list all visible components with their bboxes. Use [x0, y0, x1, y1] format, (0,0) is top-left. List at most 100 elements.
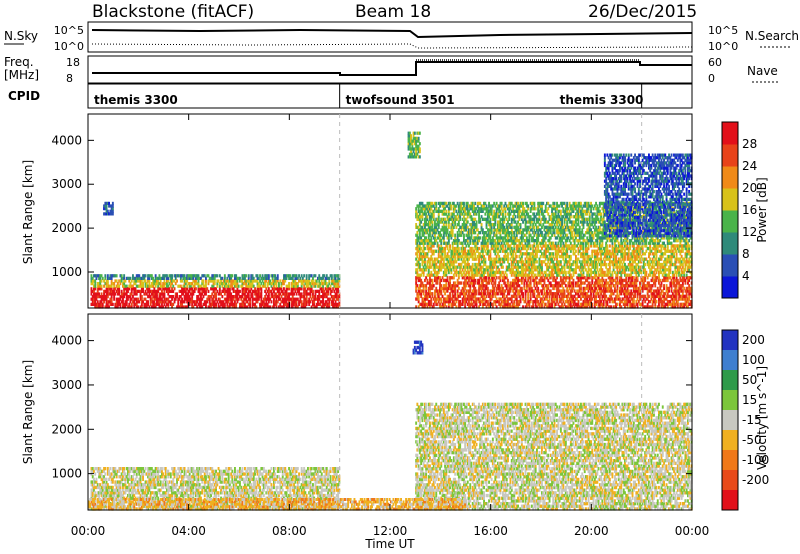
heatmap-cell — [444, 300, 446, 304]
heatmap-cell — [494, 257, 497, 261]
heatmap-cell — [502, 223, 504, 227]
heatmap-cell — [481, 278, 484, 283]
heatmap-cell — [337, 279, 340, 283]
heatmap-cell — [556, 249, 558, 253]
heatmap-cell — [259, 279, 261, 283]
heatmap-cell — [505, 257, 508, 261]
heatmap-cell — [481, 209, 484, 213]
heatmap-cell — [105, 302, 108, 306]
heatmap-cell — [483, 284, 485, 288]
heatmap-cell — [148, 287, 151, 291]
heatmap-cell — [417, 246, 420, 251]
heatmap-cell — [470, 249, 473, 253]
heatmap-cell — [525, 286, 528, 291]
heatmap-cell — [183, 297, 186, 301]
heatmap-cell — [542, 284, 545, 288]
heatmap-cell — [517, 265, 519, 269]
heatmap-cell — [440, 209, 443, 213]
heatmap-cell — [489, 225, 492, 229]
heatmap-cell — [536, 300, 538, 304]
heatmap-cell — [451, 201, 454, 206]
heatmap-cell — [489, 228, 492, 232]
heatmap-cell — [410, 134, 412, 138]
heatmap-cell — [450, 252, 453, 256]
heatmap-cell — [98, 305, 100, 309]
heatmap-cell — [313, 297, 316, 301]
heatmap-cell — [441, 228, 444, 232]
heatmap-cell — [299, 276, 302, 280]
heatmap-cell — [422, 305, 425, 309]
heatmap-cell — [212, 274, 215, 278]
heatmap-cell — [153, 292, 156, 296]
heatmap-cell — [459, 212, 462, 216]
heatmap-cell — [202, 295, 205, 299]
heatmap-cell — [257, 297, 260, 301]
heatmap-cell — [468, 294, 470, 298]
heatmap-cell — [130, 289, 133, 293]
heatmap-cell — [528, 220, 531, 224]
freq-trace — [92, 61, 692, 76]
heatmap-cell — [502, 260, 504, 264]
heatmap-cell — [122, 276, 124, 280]
heatmap-cell — [499, 220, 502, 224]
heatmap-cell — [449, 244, 451, 248]
heatmap-cell — [522, 305, 524, 309]
heatmap-cell — [412, 147, 415, 151]
heatmap-cell — [470, 281, 473, 285]
heatmap-cell — [468, 270, 470, 275]
heatmap-cell — [236, 282, 239, 286]
heatmap-cell — [546, 231, 548, 235]
heatmap-cell — [246, 300, 249, 304]
heatmap-cell — [267, 289, 270, 293]
heatmap-cell — [538, 305, 541, 309]
heatmap-cell — [502, 215, 504, 219]
heatmap-cell — [484, 231, 487, 235]
heatmap-cell — [460, 262, 463, 267]
heatmap-cell — [533, 215, 536, 219]
heatmap-cell — [213, 279, 216, 283]
heatmap-cell — [461, 201, 464, 206]
heatmap-cell — [421, 284, 424, 288]
heatmap-cell — [178, 289, 181, 293]
heatmap-cell — [283, 287, 285, 291]
heatmap-cell — [557, 217, 560, 221]
heatmap-cell — [510, 220, 513, 224]
heatmap-cell — [451, 297, 454, 301]
heatmap-cell — [183, 284, 186, 288]
heatmap-cell — [108, 305, 110, 309]
heatmap-cell — [452, 254, 455, 259]
heatmap-cell — [416, 215, 419, 219]
heatmap-cell — [460, 265, 463, 269]
heatmap-cell — [446, 231, 449, 235]
heatmap-cell — [542, 223, 545, 227]
heatmap-cell — [481, 305, 484, 309]
heatmap-cell — [445, 268, 448, 272]
heatmap-cell — [435, 300, 438, 304]
heatmap-cell — [192, 284, 195, 288]
heatmap-cell — [513, 212, 516, 216]
heatmap-cell — [504, 305, 507, 309]
heatmap-cell — [271, 282, 274, 286]
heatmap-cell — [99, 287, 102, 291]
heatmap-cell — [434, 260, 436, 264]
heatmap-cell — [407, 142, 410, 146]
heatmap-cell — [470, 223, 473, 227]
heatmap-cell — [415, 150, 418, 154]
heatmap-cell — [236, 279, 239, 283]
heatmap-cell — [475, 289, 478, 293]
heatmap-cell — [444, 270, 446, 275]
heatmap-cell — [328, 282, 331, 286]
heatmap-cell — [421, 270, 424, 275]
heatmap-cell — [568, 276, 571, 280]
heatmap-cell — [478, 246, 480, 251]
heatmap-cell — [473, 305, 475, 309]
heatmap-cell — [325, 276, 328, 280]
heatmap-cell — [408, 139, 411, 143]
heatmap-cell — [129, 284, 132, 288]
heatmap-cell — [536, 260, 538, 264]
heatmap-cell — [561, 305, 563, 309]
heatmap-cell — [515, 209, 518, 213]
heatmap-cell — [212, 302, 215, 306]
heatmap-cell — [420, 220, 423, 224]
heatmap-cell — [468, 204, 470, 208]
